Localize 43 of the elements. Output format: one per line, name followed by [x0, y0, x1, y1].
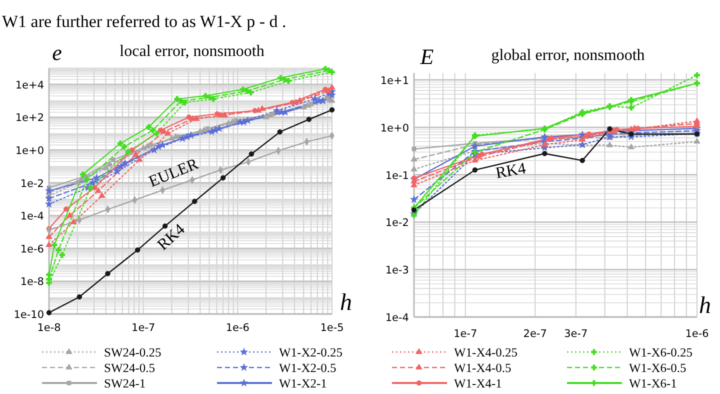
x-tick-label: 1e-8: [37, 322, 61, 334]
y-tick-label: 1e-1: [385, 170, 409, 182]
text: W1 are further referred to as W1-X p - d .: [2, 12, 286, 31]
annotation: RK4: [154, 220, 188, 254]
y-tick-label: 1e-8: [20, 276, 44, 288]
legend-label: SW24-0.25: [104, 346, 162, 360]
y-tick-label: 1e-3: [385, 264, 409, 277]
legend-label: W1-X6-0.5: [629, 361, 686, 375]
legend-label: W1-X4-0.25: [454, 346, 518, 360]
legend-label: W1-X2-0.5: [279, 361, 336, 375]
legend-label: W1-X6-0.25: [629, 346, 693, 360]
y-tick-label: 1e-10: [14, 309, 44, 321]
y-tick-label: 1e+1: [380, 74, 409, 87]
y-tick-label: 1e-6: [20, 243, 44, 256]
y-tick-label: 1e-4: [385, 312, 410, 324]
legend-label: W1-X6-1: [629, 376, 677, 390]
annotation: RK4: [494, 160, 528, 182]
y-tick-label: 1e-2: [20, 178, 44, 190]
legend-label: W1-X4-0.5: [454, 361, 512, 375]
y-tick-label: 1e-4: [20, 210, 44, 223]
y-axis-title: E: [419, 44, 434, 69]
legend-label: W1-X4-1: [454, 376, 502, 390]
legend-label: SW24-0.5: [104, 361, 156, 375]
chart-title: global error, nonsmooth: [491, 47, 645, 64]
y-tick-label: 1e-2: [385, 217, 409, 230]
y-tick-label: 1e+0: [380, 122, 409, 134]
x-tick-label: 1e-6: [685, 328, 710, 340]
legend-label: W1-X2-0.25: [279, 346, 343, 360]
chart-title: local error, nonsmooth: [120, 43, 264, 60]
legend-label: SW24-1: [104, 376, 146, 390]
x-tick-label: 1e-7: [454, 328, 478, 340]
legend-label: W1-X2-1: [279, 376, 327, 390]
x-tick-label: 2e-7: [523, 328, 547, 340]
x-axis-title: h: [340, 290, 352, 316]
x-axis-title: h: [699, 293, 711, 319]
x-tick-label: 3e-7: [564, 328, 588, 340]
x-tick-label: 1e-5: [320, 322, 344, 334]
x-tick-label: 1e-7: [132, 322, 156, 334]
x-tick-label: 1e-6: [226, 322, 250, 334]
y-tick-label: 1e+4: [15, 79, 44, 92]
y-axis-title: e: [52, 40, 62, 65]
y-tick-label: 1e+0: [15, 145, 44, 157]
y-tick-label: 1e+2: [15, 112, 44, 124]
